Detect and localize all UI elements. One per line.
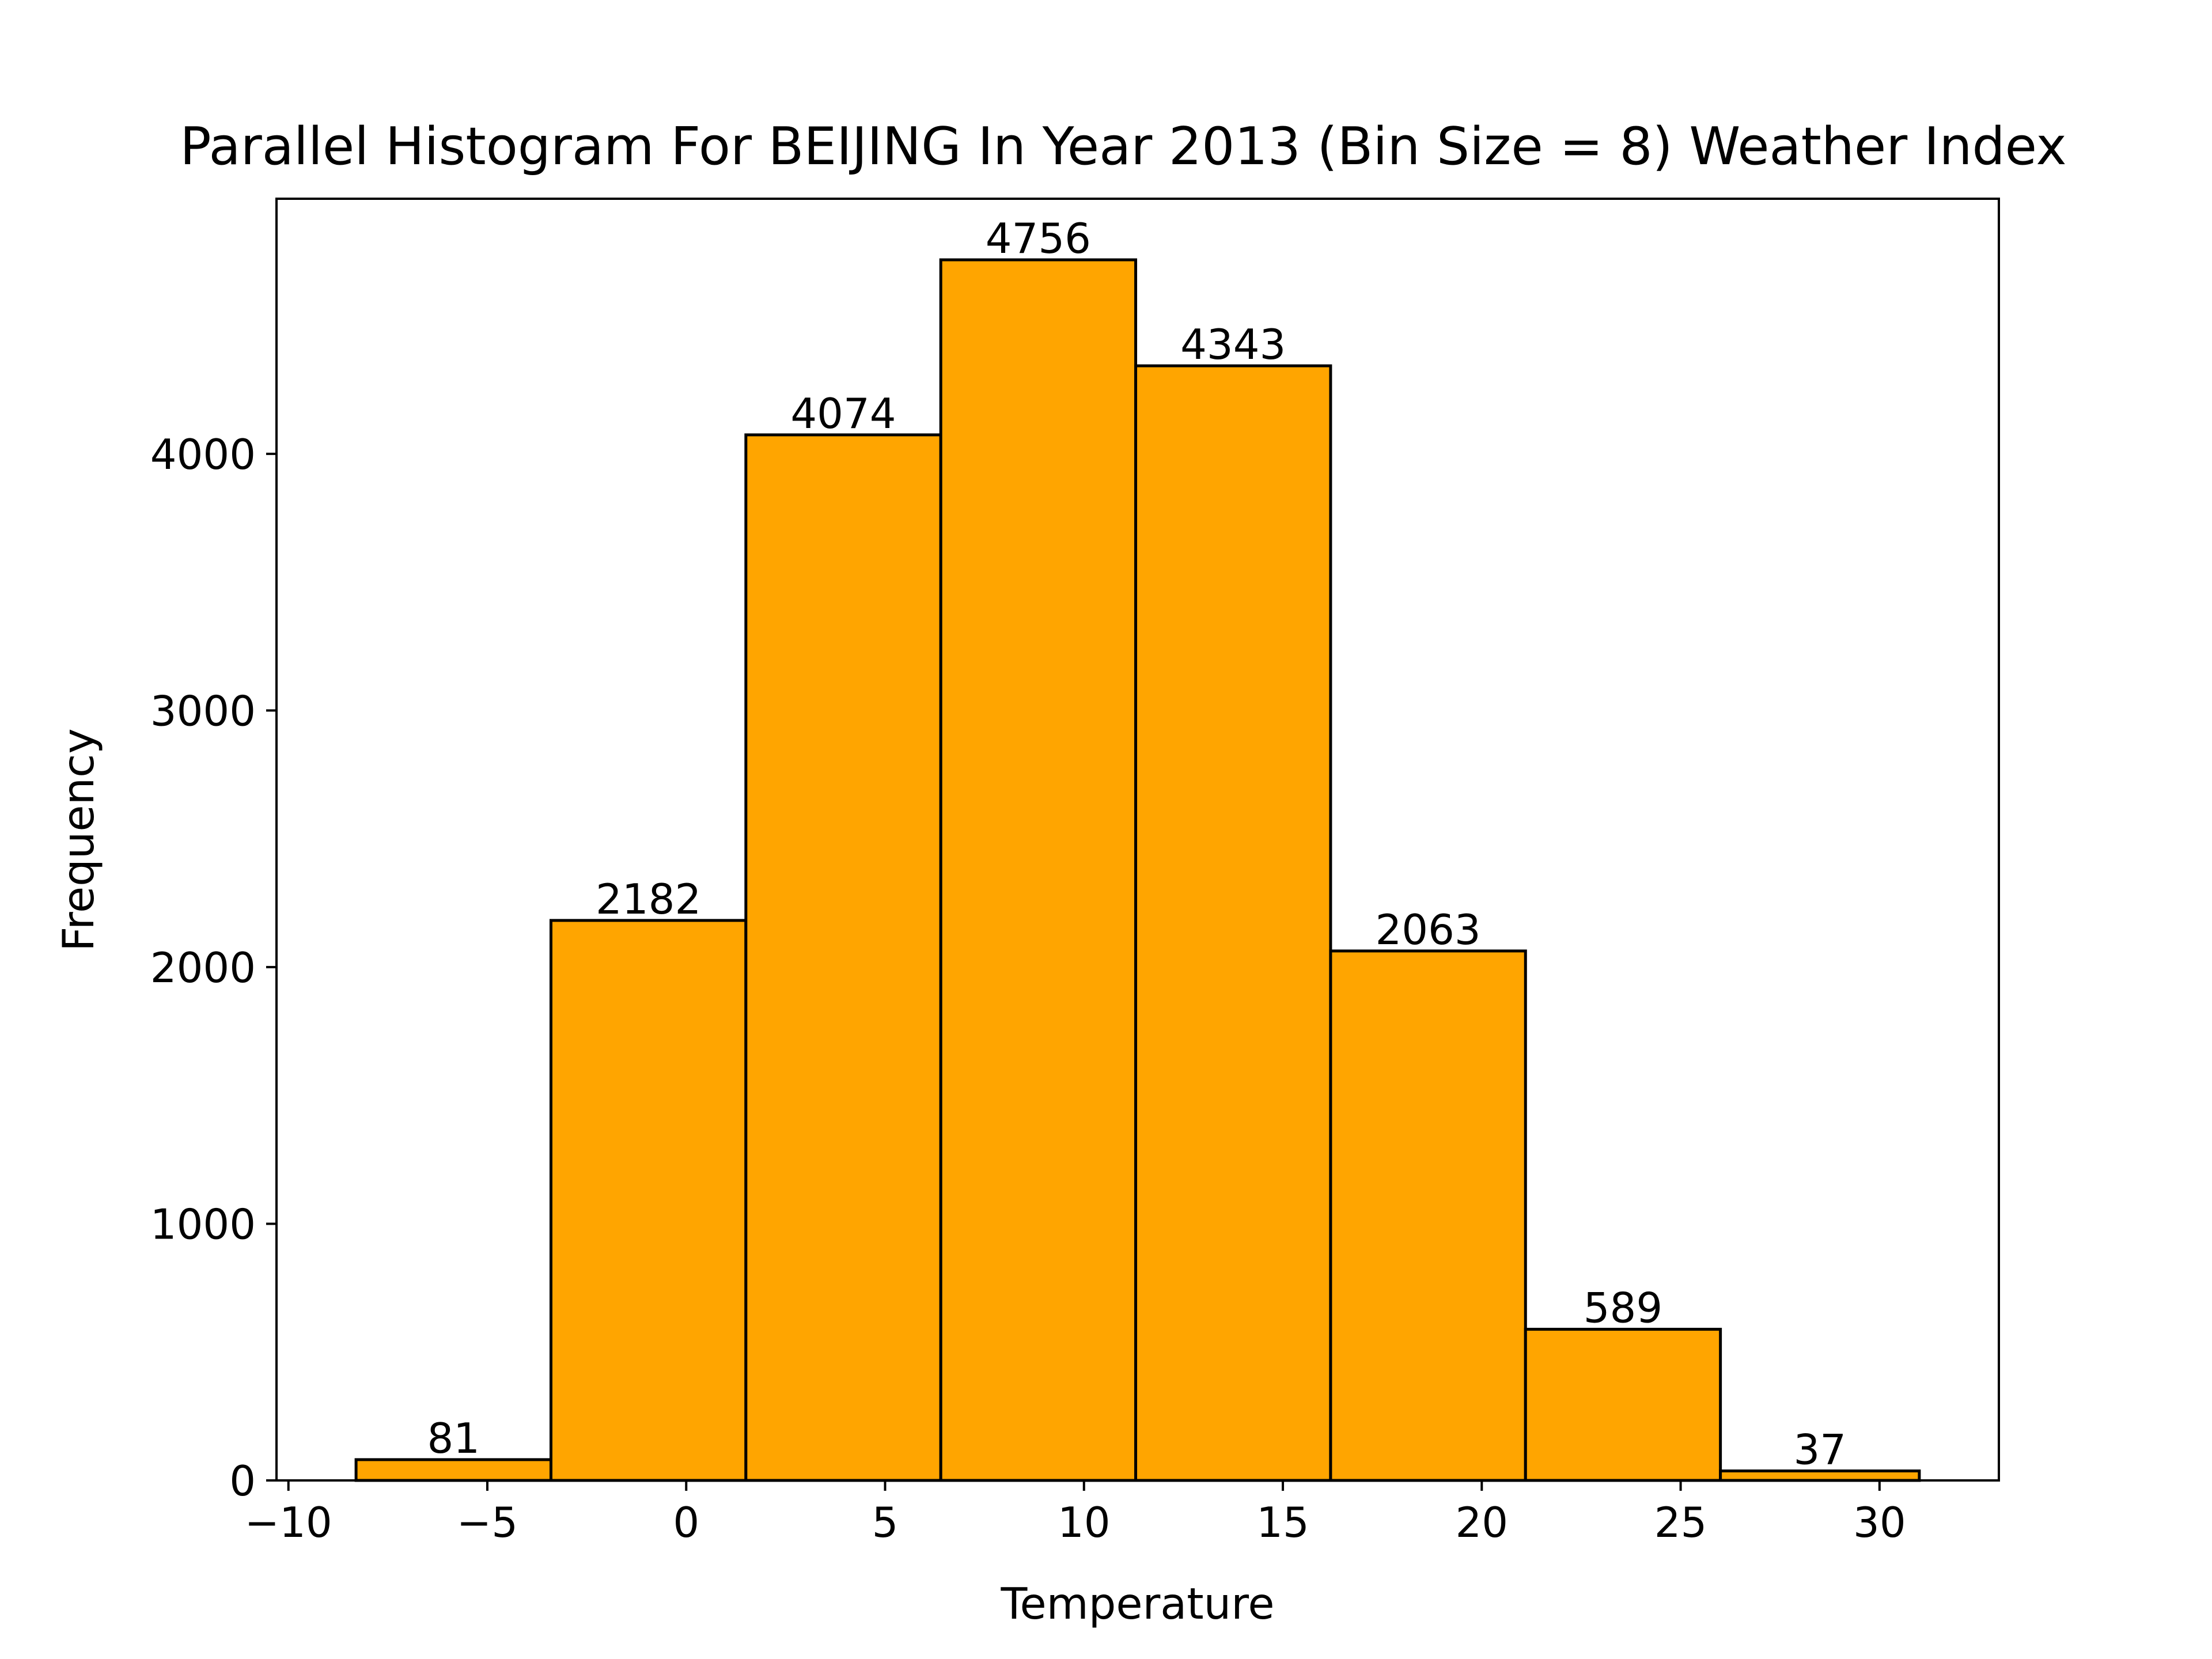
bar-value-label: 81 (427, 1414, 480, 1463)
y-tick-label: 3000 (150, 687, 256, 735)
x-tick-label: −10 (245, 1498, 332, 1547)
bar-value-label: 4074 (790, 389, 896, 438)
x-axis-label: Temperature (1000, 1578, 1274, 1629)
bar-value-label: 37 (1793, 1426, 1846, 1474)
histogram-bar (1524, 1328, 1722, 1482)
histogram-bar (549, 919, 748, 1482)
histogram-bar (1134, 364, 1332, 1482)
y-tick-label: 0 (229, 1457, 256, 1505)
bar-value-label: 4756 (986, 214, 1091, 263)
bar-value-label: 2063 (1375, 906, 1480, 954)
x-tick-label: 0 (673, 1498, 699, 1547)
x-tick-label: 5 (872, 1498, 899, 1547)
x-tick-label: 30 (1853, 1498, 1906, 1547)
bar-value-label: 4343 (1180, 320, 1286, 369)
x-axis: −10 −5 0 5 10 15 20 25 30 (245, 1480, 1906, 1547)
bar-value-label: 2182 (596, 875, 701, 923)
bar-value-label: 589 (1584, 1284, 1662, 1332)
y-tick-label: 4000 (150, 430, 256, 479)
chart-title: Parallel Histogram For BEIJING In Year 2… (180, 116, 2066, 177)
histogram-bar (744, 433, 942, 1482)
x-tick-label: 15 (1256, 1498, 1309, 1547)
x-tick-label: 25 (1654, 1498, 1707, 1547)
histogram-bar (939, 258, 1138, 1482)
bars-group (354, 258, 1921, 1482)
plot-frame (275, 198, 2000, 1482)
histogram-bar (354, 1458, 552, 1482)
value-labels-group: 81 2182 4074 4756 4343 2063 589 37 (427, 214, 1846, 1474)
x-tick-label: 10 (1058, 1498, 1111, 1547)
y-tick-label: 2000 (150, 944, 256, 992)
y-axis: 0 1000 2000 3000 4000 (150, 430, 276, 1505)
histogram-bar (1329, 949, 1527, 1482)
y-tick-label: 1000 (150, 1200, 256, 1248)
x-tick-label: 20 (1455, 1498, 1508, 1547)
x-tick-label: −5 (457, 1498, 518, 1547)
y-axis-label: Frequency (53, 728, 104, 951)
